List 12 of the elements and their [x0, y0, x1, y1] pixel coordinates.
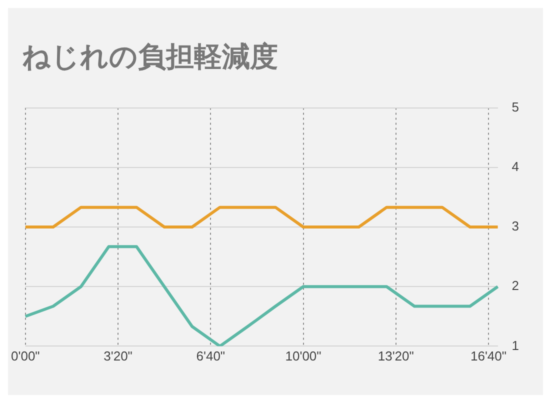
y-tick-label: 3 — [512, 218, 520, 234]
x-tick-label: 0'00" — [10, 348, 40, 364]
x-tick-label: 3'20" — [104, 348, 133, 364]
x-tick-label: 16'40" — [470, 348, 507, 364]
y-tick-label: 1 — [512, 338, 520, 353]
y-tick-label: 5 — [512, 99, 520, 114]
x-tick-label: 10'00" — [285, 348, 322, 364]
x-tick-label: 13'20" — [378, 348, 414, 364]
x-tick-label: 6'40" — [196, 348, 226, 364]
y-tick-label: 2 — [512, 278, 520, 294]
y-tick-label: 4 — [512, 158, 520, 174]
chart-title: ねじれの負担軽減度 — [21, 39, 279, 73]
